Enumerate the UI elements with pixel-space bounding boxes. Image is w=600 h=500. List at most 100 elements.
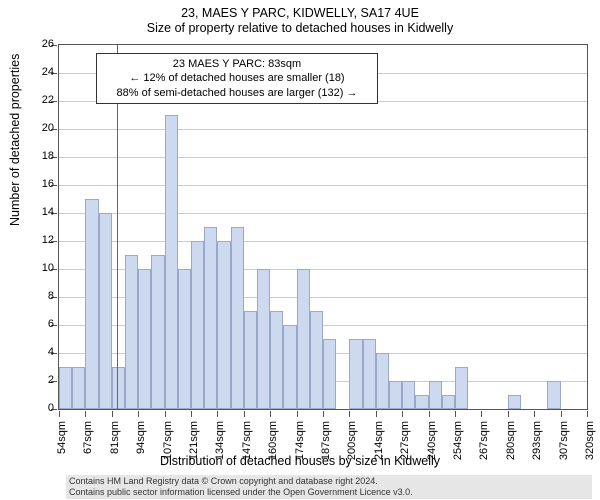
y-tick-label: 16 (42, 178, 54, 190)
gridline (59, 213, 587, 214)
histogram-bar (415, 395, 428, 409)
histogram-bar (297, 269, 310, 409)
x-tick-label: 200sqm (346, 421, 358, 465)
x-tick (138, 411, 139, 417)
x-tick (297, 411, 298, 417)
x-tick (534, 411, 535, 417)
gridline (59, 241, 587, 242)
histogram-bar (429, 381, 442, 409)
histogram-bar (270, 311, 283, 409)
histogram-bar (151, 255, 164, 409)
x-tick-label: 187sqm (320, 421, 332, 465)
histogram-bar (547, 381, 560, 409)
x-tick (165, 411, 166, 417)
x-tick-label: 107sqm (162, 421, 174, 465)
y-tick-label: 10 (42, 262, 54, 274)
gridline (59, 185, 587, 186)
x-tick-label: 280sqm (505, 421, 517, 465)
y-axis-label: Number of detached properties (8, 54, 22, 226)
x-tick-label: 147sqm (241, 421, 253, 465)
x-tick (59, 411, 60, 417)
y-tick-label: 20 (42, 122, 54, 134)
x-tick-label: 214sqm (373, 421, 385, 465)
x-tick (323, 411, 324, 417)
histogram-bar (138, 269, 151, 409)
x-tick-label: 94sqm (135, 421, 147, 465)
x-tick (244, 411, 245, 417)
footer-line1: Contains HM Land Registry data © Crown c… (69, 476, 589, 487)
x-tick (191, 411, 192, 417)
histogram-bar (349, 339, 362, 409)
x-tick-label: 267sqm (478, 421, 490, 465)
histogram-bar (257, 269, 270, 409)
annotation-line2: ← 12% of detached houses are smaller (18… (103, 71, 371, 85)
y-tick-label: 6 (48, 318, 54, 330)
y-tick-label: 26 (42, 38, 54, 50)
footer: Contains HM Land Registry data © Crown c… (66, 475, 592, 499)
histogram-bar (508, 395, 521, 409)
x-tick-label: 293sqm (531, 421, 543, 465)
page-title: 23, MAES Y PARC, KIDWELLY, SA17 4UE (0, 0, 600, 20)
histogram-bar (376, 353, 389, 409)
x-tick-label: 174sqm (294, 421, 306, 465)
y-tick-label: 12 (42, 234, 54, 246)
x-tick (587, 411, 588, 417)
x-tick (270, 411, 271, 417)
x-tick (85, 411, 86, 417)
x-tick-label: 67sqm (82, 421, 94, 465)
annotation-line1: 23 MAES Y PARC: 83sqm (103, 57, 371, 71)
x-tick-label: 307sqm (558, 421, 570, 465)
y-tick-label: 2 (48, 374, 54, 386)
annotation-box: 23 MAES Y PARC: 83sqm ← 12% of detached … (96, 53, 378, 104)
x-tick (481, 411, 482, 417)
x-tick-label: 54sqm (56, 421, 68, 465)
x-tick (429, 411, 430, 417)
histogram-bar (442, 395, 455, 409)
footer-line2: Contains public sector information licen… (69, 487, 589, 498)
histogram-bar (389, 381, 402, 409)
y-tick-label: 24 (42, 66, 54, 78)
x-tick-label: 134sqm (214, 421, 226, 465)
histogram-bar (217, 241, 230, 409)
histogram-bar (204, 227, 217, 409)
histogram-bar (112, 367, 125, 409)
x-tick (217, 411, 218, 417)
x-tick-label: 254sqm (452, 421, 464, 465)
x-tick-label: 240sqm (426, 421, 438, 465)
y-tick-label: 8 (48, 290, 54, 302)
x-tick-label: 121sqm (188, 421, 200, 465)
histogram-bar (165, 115, 178, 409)
histogram-bar (72, 367, 85, 409)
x-tick (402, 411, 403, 417)
y-tick-label: 14 (42, 206, 54, 218)
x-tick (455, 411, 456, 417)
gridline (59, 129, 587, 130)
histogram-bar (455, 367, 468, 409)
histogram-bar (283, 325, 296, 409)
histogram-bar (310, 311, 323, 409)
x-tick (561, 411, 562, 417)
x-tick (376, 411, 377, 417)
x-tick (349, 411, 350, 417)
histogram-bar (85, 199, 98, 409)
histogram-bar (323, 339, 336, 409)
histogram-bar (178, 269, 191, 409)
histogram-bar (231, 227, 244, 409)
histogram-bar (99, 213, 112, 409)
y-tick-label: 0 (48, 402, 54, 414)
x-tick (112, 411, 113, 417)
histogram-bar (59, 367, 72, 409)
histogram-bar (191, 241, 204, 409)
gridline (59, 157, 587, 158)
page-subtitle: Size of property relative to detached ho… (0, 21, 600, 35)
x-tick (508, 411, 509, 417)
x-tick-label: 81sqm (109, 421, 121, 465)
y-tick-label: 18 (42, 150, 54, 162)
histogram-bar (363, 339, 376, 409)
x-tick-label: 320sqm (584, 421, 596, 465)
histogram-bar (244, 311, 257, 409)
annotation-line3: 88% of semi-detached houses are larger (… (103, 86, 371, 100)
y-tick-label: 4 (48, 346, 54, 358)
histogram-bar (125, 255, 138, 409)
x-tick-label: 227sqm (399, 421, 411, 465)
